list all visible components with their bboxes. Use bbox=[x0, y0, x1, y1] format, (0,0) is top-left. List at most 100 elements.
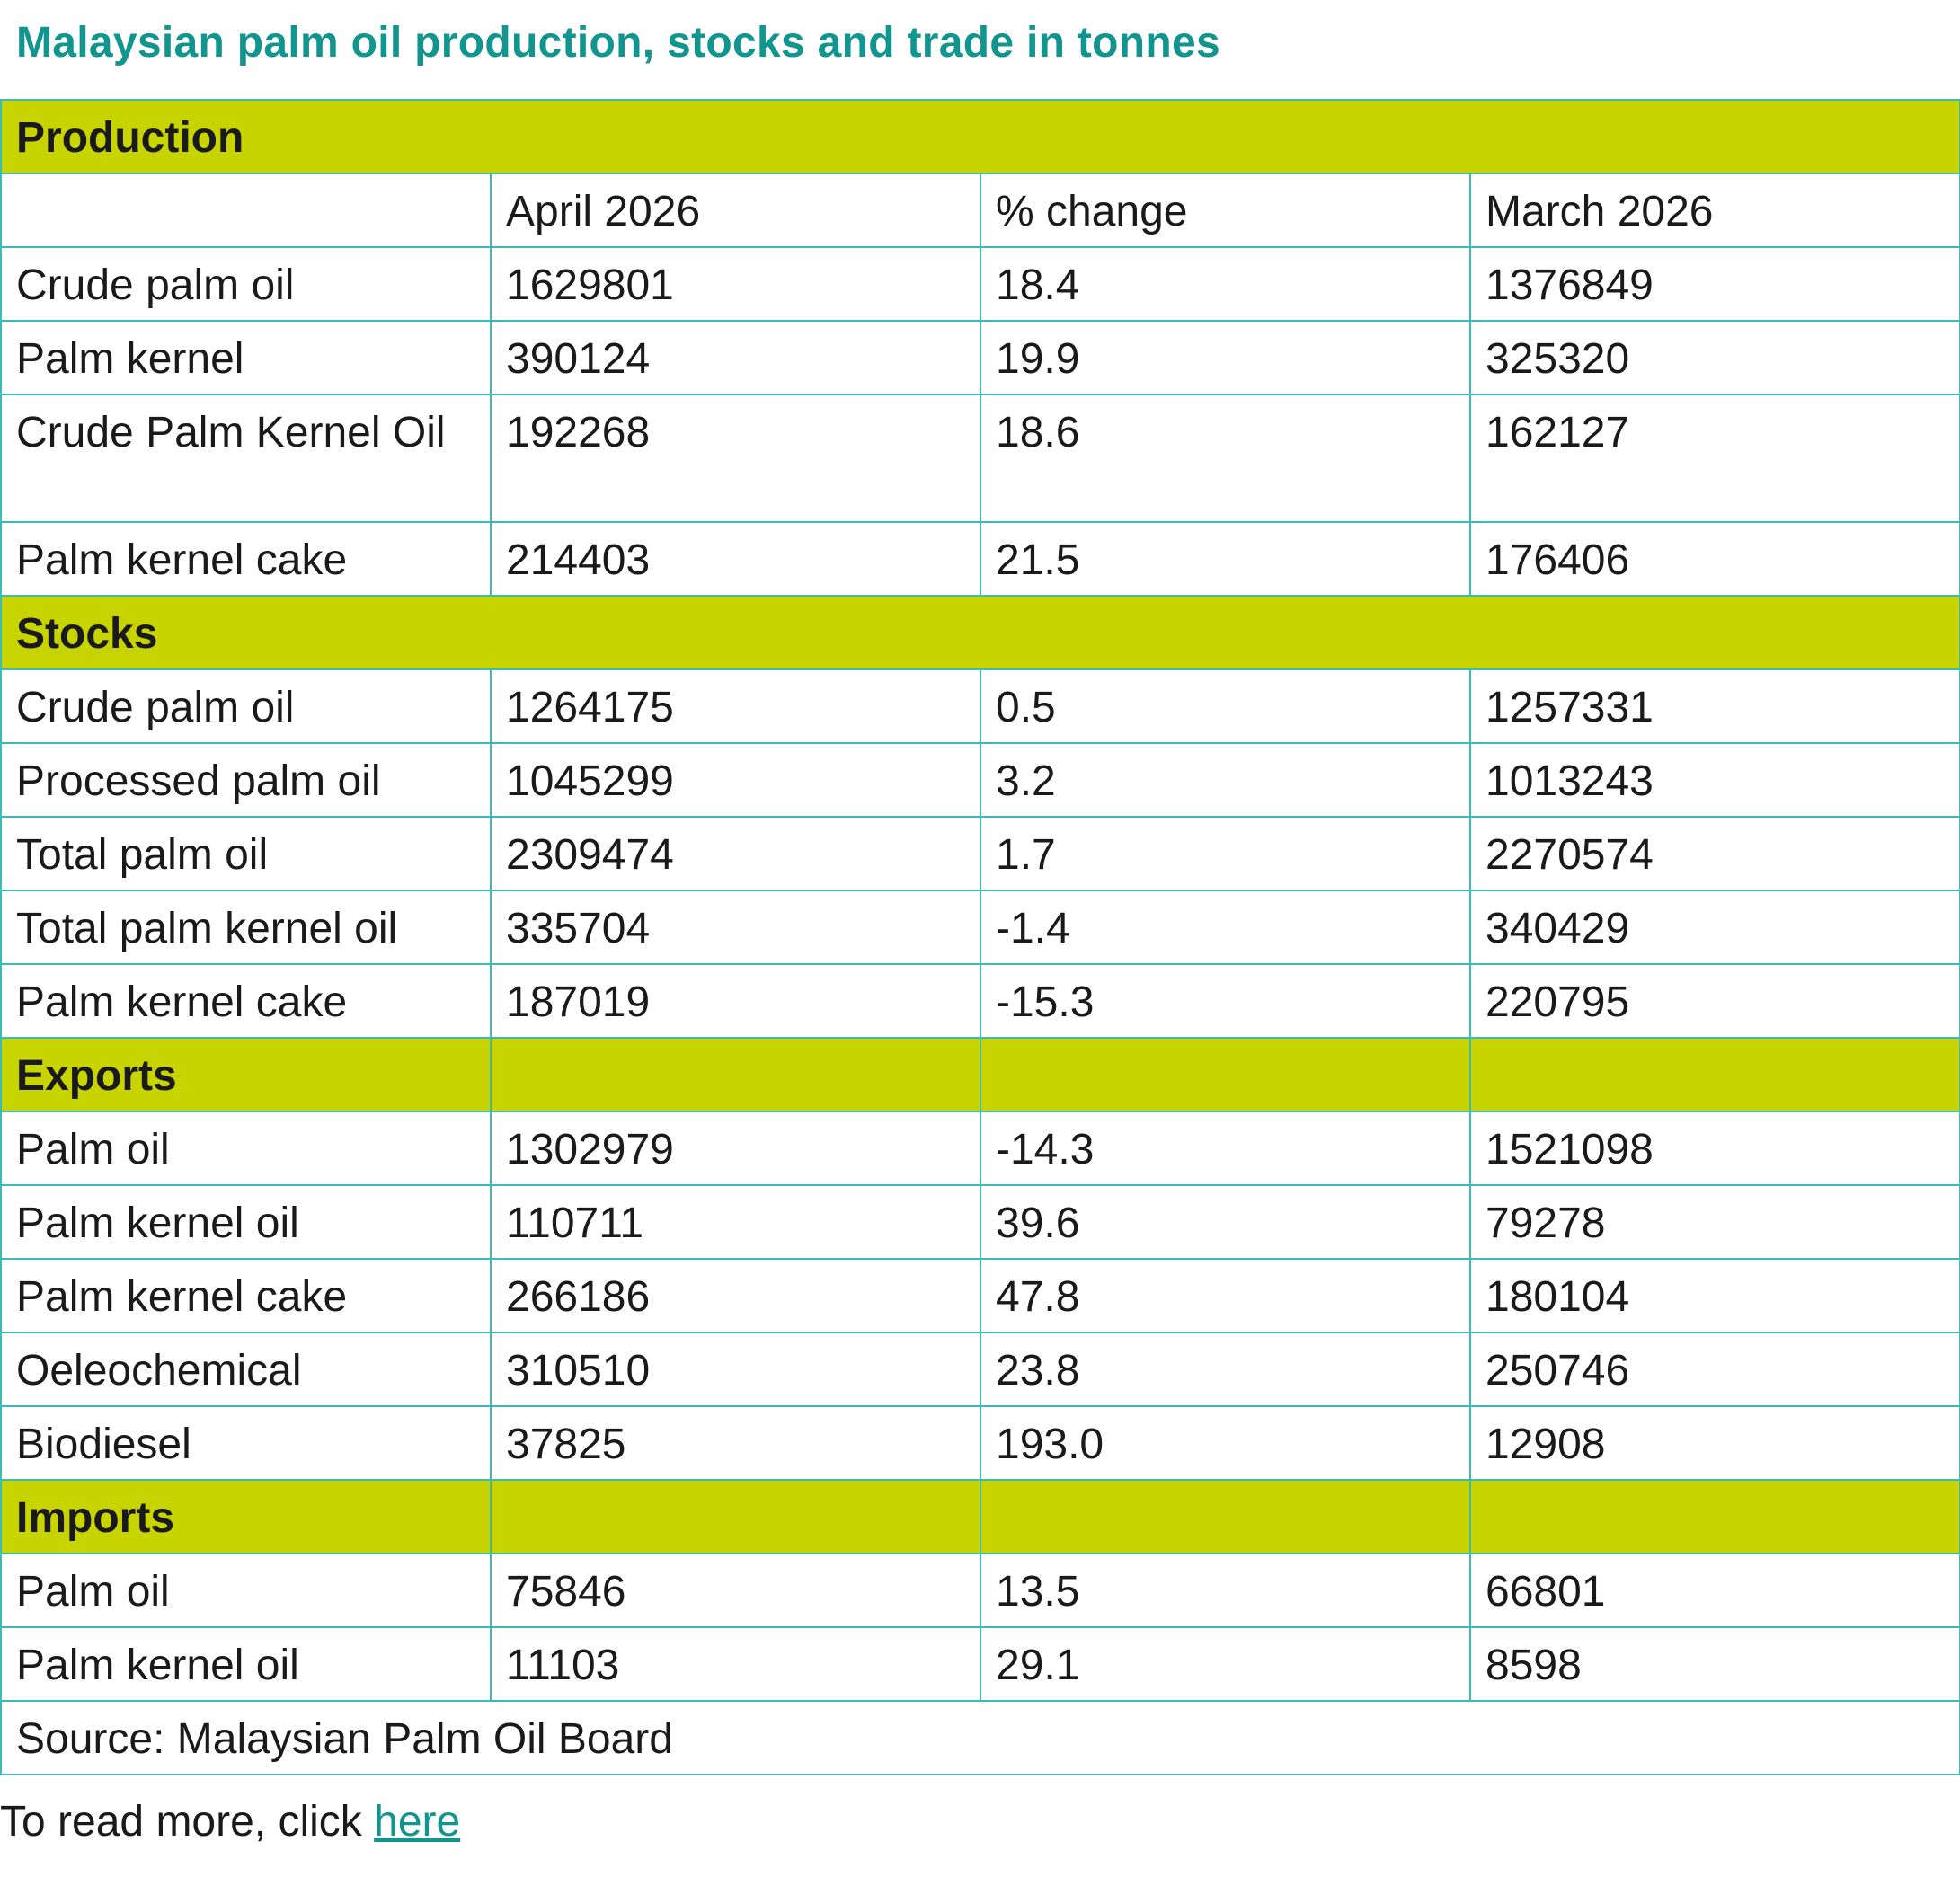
row-label: Crude palm oil bbox=[0, 668, 492, 744]
section-header-imports: Imports bbox=[0, 1479, 1960, 1554]
row-label: Biodiesel bbox=[0, 1405, 492, 1481]
cell-april: 310510 bbox=[490, 1332, 981, 1407]
section-empty-cell bbox=[490, 1037, 981, 1112]
section-empty-cell bbox=[1469, 1479, 1960, 1554]
row-label: Palm kernel oil bbox=[0, 1184, 492, 1260]
cell-march: 1257331 bbox=[1469, 668, 1960, 744]
cell-april: 187019 bbox=[490, 963, 981, 1039]
read-more-link[interactable]: here bbox=[374, 1798, 461, 1846]
section-label: Exports bbox=[0, 1037, 492, 1112]
cell-march: 1013243 bbox=[1469, 742, 1960, 818]
section-label: Imports bbox=[0, 1479, 492, 1554]
cell-change: 1.7 bbox=[980, 816, 1471, 891]
cell-change: 18.6 bbox=[980, 394, 1471, 523]
cell-march: 12908 bbox=[1469, 1405, 1960, 1481]
cell-april: 2309474 bbox=[490, 816, 981, 891]
row-label: Palm kernel cake bbox=[0, 521, 492, 597]
row-label: Total palm kernel oil bbox=[0, 890, 492, 965]
table-row: Palm kernel cake 214403 21.5 176406 bbox=[0, 521, 1960, 597]
row-label: Palm kernel cake bbox=[0, 963, 492, 1039]
section-empty-cell bbox=[1469, 1037, 1960, 1112]
table-row: Processed palm oil 1045299 3.2 1013243 bbox=[0, 742, 1960, 818]
cell-march: 1376849 bbox=[1469, 246, 1960, 322]
section-label: Stocks bbox=[0, 595, 1960, 670]
cell-march: 2270574 bbox=[1469, 816, 1960, 891]
cell-march: 176406 bbox=[1469, 521, 1960, 597]
table-row: Total palm kernel oil 335704 -1.4 340429 bbox=[0, 890, 1960, 965]
cell-change: -1.4 bbox=[980, 890, 1471, 965]
cell-change: 3.2 bbox=[980, 742, 1471, 818]
cell-change: 47.8 bbox=[980, 1258, 1471, 1333]
column-header-row: April 2026 % change March 2026 bbox=[0, 173, 1960, 248]
table-row: Palm kernel 390124 19.9 325320 bbox=[0, 320, 1960, 395]
row-label: Palm oil bbox=[0, 1553, 492, 1628]
row-label: Processed palm oil bbox=[0, 742, 492, 818]
table-row: Crude palm oil 1629801 18.4 1376849 bbox=[0, 246, 1960, 322]
row-label: Total palm oil bbox=[0, 816, 492, 891]
table-row: Crude palm oil 1264175 0.5 1257331 bbox=[0, 668, 1960, 744]
row-label: Palm oil bbox=[0, 1111, 492, 1186]
cell-april: 214403 bbox=[490, 521, 981, 597]
cell-change: 13.5 bbox=[980, 1553, 1471, 1628]
row-label: Crude palm oil bbox=[0, 246, 492, 322]
table-row: Total palm oil 2309474 1.7 2270574 bbox=[0, 816, 1960, 891]
page-title: Malaysian palm oil production, stocks an… bbox=[16, 19, 1221, 66]
cell-change: -15.3 bbox=[980, 963, 1471, 1039]
cell-march: 1521098 bbox=[1469, 1111, 1960, 1186]
table-row: Crude Palm Kernel Oil 192268 18.6 162127 bbox=[0, 394, 1960, 523]
section-header-production: Production bbox=[0, 99, 1960, 174]
cell-march: 8598 bbox=[1469, 1626, 1960, 1702]
read-more-line: To read more, click here bbox=[0, 1797, 460, 1846]
cell-april: 1629801 bbox=[490, 246, 981, 322]
header-cell-change: % change bbox=[980, 173, 1471, 248]
cell-april: 390124 bbox=[490, 320, 981, 395]
table-row: Palm kernel oil 11103 29.1 8598 bbox=[0, 1626, 1960, 1702]
cell-change: 39.6 bbox=[980, 1184, 1471, 1260]
cell-april: 11103 bbox=[490, 1626, 981, 1702]
cell-change: -14.3 bbox=[980, 1111, 1471, 1186]
cell-march: 66801 bbox=[1469, 1553, 1960, 1628]
cell-change: 21.5 bbox=[980, 521, 1471, 597]
cell-march: 180104 bbox=[1469, 1258, 1960, 1333]
cell-march: 79278 bbox=[1469, 1184, 1960, 1260]
cell-april: 75846 bbox=[490, 1553, 981, 1628]
row-label: Oeleochemical bbox=[0, 1332, 492, 1407]
section-empty-cell bbox=[980, 1037, 1471, 1112]
table-row: Palm kernel cake 187019 -15.3 220795 bbox=[0, 963, 1960, 1039]
cell-change: 29.1 bbox=[980, 1626, 1471, 1702]
cell-april: 37825 bbox=[490, 1405, 981, 1481]
row-label: Palm kernel bbox=[0, 320, 492, 395]
table-row: Palm kernel oil 110711 39.6 79278 bbox=[0, 1184, 1960, 1260]
section-header-stocks: Stocks bbox=[0, 595, 1960, 670]
cell-april: 1264175 bbox=[490, 668, 981, 744]
cell-change: 193.0 bbox=[980, 1405, 1471, 1481]
source-row: Source: Malaysian Palm Oil Board bbox=[0, 1700, 1960, 1775]
cell-april: 266186 bbox=[490, 1258, 981, 1333]
source-note: Source: Malaysian Palm Oil Board bbox=[0, 1700, 1960, 1775]
section-empty-cell bbox=[490, 1479, 981, 1554]
cell-change: 23.8 bbox=[980, 1332, 1471, 1407]
cell-change: 19.9 bbox=[980, 320, 1471, 395]
cell-april: 335704 bbox=[490, 890, 981, 965]
cell-change: 18.4 bbox=[980, 246, 1471, 322]
section-header-exports: Exports bbox=[0, 1037, 1960, 1112]
read-more-prefix: To read more, click bbox=[0, 1798, 375, 1846]
table-row: Palm oil 1302979 -14.3 1521098 bbox=[0, 1111, 1960, 1186]
row-label: Palm kernel cake bbox=[0, 1258, 492, 1333]
section-label: Production bbox=[0, 99, 1960, 174]
header-cell-april: April 2026 bbox=[490, 173, 981, 248]
table-row: Palm kernel cake 266186 47.8 180104 bbox=[0, 1258, 1960, 1333]
cell-april: 1302979 bbox=[490, 1111, 981, 1186]
table-row: Biodiesel 37825 193.0 12908 bbox=[0, 1405, 1960, 1481]
cell-change: 0.5 bbox=[980, 668, 1471, 744]
cell-march: 325320 bbox=[1469, 320, 1960, 395]
palm-oil-table: Production April 2026 % change March 202… bbox=[0, 99, 1960, 1775]
cell-march: 250746 bbox=[1469, 1332, 1960, 1407]
section-empty-cell bbox=[980, 1479, 1471, 1554]
row-label: Crude Palm Kernel Oil bbox=[0, 394, 492, 523]
row-label: Palm kernel oil bbox=[0, 1626, 492, 1702]
cell-march: 220795 bbox=[1469, 963, 1960, 1039]
cell-april: 1045299 bbox=[490, 742, 981, 818]
header-cell-march: March 2026 bbox=[1469, 173, 1960, 248]
cell-april: 192268 bbox=[490, 394, 981, 523]
